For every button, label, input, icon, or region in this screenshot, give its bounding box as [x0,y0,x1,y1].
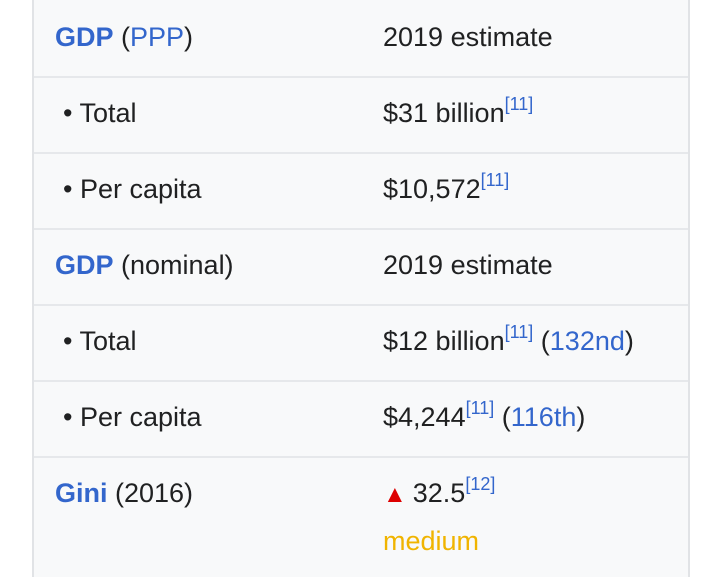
gdp-nominal-total-row: • Total $12 billion[11] (132nd) [34,304,688,382]
gini-link[interactable]: Gini [55,478,108,508]
gdp-ppp-total-label: • Total [63,98,137,128]
rank-link[interactable]: 116th [510,402,577,432]
paren-close: ) [624,326,634,356]
value-text: $4,244 [383,402,466,432]
gdp-nominal-total-value: $12 billion[11] (132nd) [383,323,634,356]
citation-link[interactable]: [11] [504,322,534,342]
gini-category: medium [383,526,480,556]
gdp-ppp-label: GDP (PPP) [55,22,193,52]
paren-open: ( [533,326,550,356]
gdp-ppp-per-capita-value: $10,572[11] [383,171,509,204]
gini-row: Gini (2016) ▲ 32.5[12] medium [34,456,688,577]
paren-open: ( [113,22,131,52]
paren-close: ) [576,402,586,432]
citation-link[interactable]: [11] [504,94,534,114]
paren-close: ) [184,22,194,52]
gini-label: Gini (2016) [55,478,193,508]
gdp-nominal-total-label: • Total [63,326,137,356]
value-text: $12 billion [383,326,505,356]
gdp-nominal-per-capita-value: $4,244[11] (116th) [383,399,586,432]
ppp-link[interactable]: PPP [130,22,185,52]
gdp-link[interactable]: GDP [55,22,114,52]
gdp-nominal-header-row: GDP (nominal) 2019 estimate [34,228,688,306]
gdp-nominal-label: GDP (nominal) [55,250,234,280]
gdp-nominal-per-capita-label: • Per capita [63,402,202,432]
gdp-ppp-per-capita-row: • Per capita $10,572[11] [34,152,688,230]
gini-value: ▲ 32.5[12] medium [383,475,495,556]
label-rest: (nominal) [113,250,234,280]
citation-link[interactable]: [12] [465,474,496,494]
gdp-nominal-per-capita-row: • Per capita $4,244[11] (116th) [34,380,688,458]
gdp-ppp-per-capita-label: • Per capita [63,174,202,204]
citation-link[interactable]: [11] [465,398,495,418]
increase-triangle-icon: ▲ [383,481,407,508]
label-rest: (2016) [107,478,194,508]
rank-link[interactable]: 132nd [549,326,625,356]
paren-open: ( [494,402,511,432]
value-text: $31 billion [383,98,505,128]
citation-link[interactable]: [11] [480,170,510,190]
gdp-ppp-estimate-year: 2019 estimate [383,22,553,52]
gdp-link[interactable]: GDP [55,250,114,280]
gdp-nominal-estimate-year: 2019 estimate [383,250,553,280]
value-text: 32.5 [412,478,466,508]
gdp-ppp-total-value: $31 billion[11] [383,95,533,128]
economy-infobox: GDP (PPP) 2019 estimate • Total $31 bill… [32,0,690,577]
gdp-ppp-total-row: • Total $31 billion[11] [34,76,688,154]
gdp-ppp-header-row: GDP (PPP) 2019 estimate [34,0,688,78]
value-text: $10,572 [383,174,481,204]
